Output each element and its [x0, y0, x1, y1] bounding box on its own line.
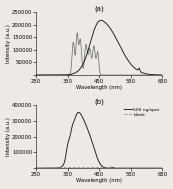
- blank: [89, 166, 91, 169]
- blank: [95, 167, 97, 169]
- blank: [127, 167, 129, 169]
- blank: [151, 167, 153, 169]
- 500 ng/spot: [35, 167, 37, 169]
- blank: [111, 166, 113, 168]
- Title: (a): (a): [94, 5, 104, 12]
- Title: (b): (b): [94, 99, 104, 105]
- Legend: 500 ng/spot, blank: 500 ng/spot, blank: [124, 107, 160, 117]
- 500 ng/spot: [127, 167, 129, 169]
- 500 ng/spot: [161, 167, 163, 169]
- Y-axis label: Intensity (a.u.): Intensity (a.u.): [6, 117, 11, 156]
- blank: [157, 167, 160, 169]
- blank: [35, 167, 37, 169]
- 500 ng/spot: [95, 154, 97, 156]
- 500 ng/spot: [78, 111, 80, 114]
- blank: [88, 166, 90, 169]
- X-axis label: Wavelength (nm): Wavelength (nm): [76, 85, 122, 90]
- Line: 500 ng/spot: 500 ng/spot: [36, 112, 162, 168]
- 500 ng/spot: [151, 167, 153, 169]
- blank: [161, 167, 163, 169]
- Y-axis label: Intensity (a.u.): Intensity (a.u.): [6, 24, 11, 63]
- Line: blank: blank: [36, 167, 162, 168]
- 500 ng/spot: [157, 167, 160, 169]
- 500 ng/spot: [88, 132, 90, 134]
- 500 ng/spot: [89, 135, 91, 137]
- X-axis label: Wavelength (nm): Wavelength (nm): [76, 178, 122, 184]
